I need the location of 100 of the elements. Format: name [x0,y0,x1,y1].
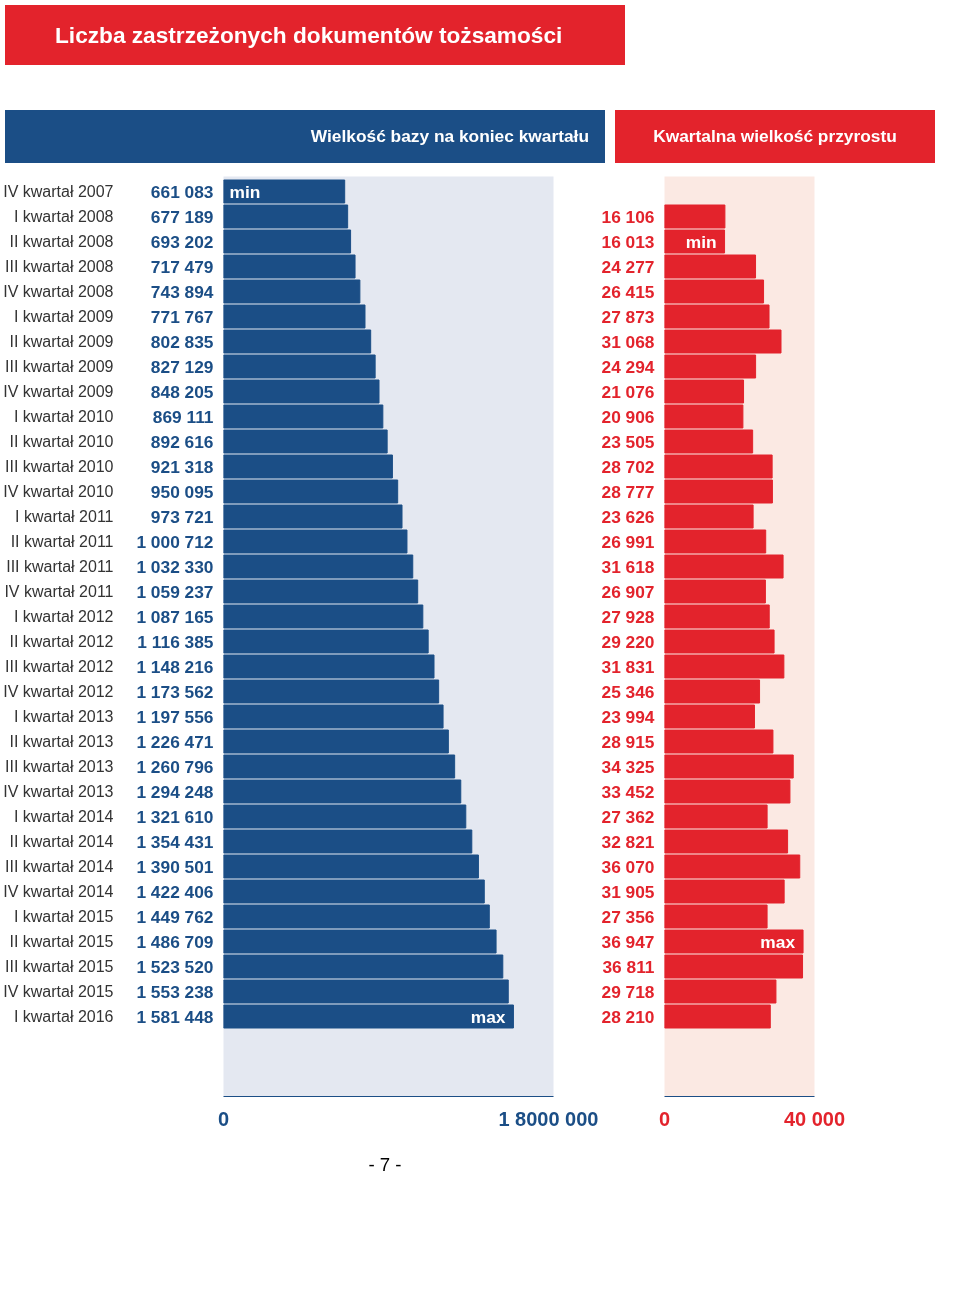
data-label: 1 523 520 [136,956,214,977]
y-tick-label: I kwartał 2013 [13,708,114,726]
text: 40 000 [783,1107,846,1130]
data-label: 1 173 562 [136,681,214,702]
data-label: 1 032 330 [136,556,214,577]
data-label: 1 321 610 [136,806,214,827]
annotation: max [470,1006,506,1027]
y-tick-label: III kwartał 2012 [5,658,114,676]
data-label: 1 294 248 [136,781,214,802]
annotation: min [229,181,261,202]
data-label: 33 452 [601,781,655,802]
data-label: 16 106 [601,206,655,227]
data-label: 1 197 556 [136,706,214,727]
y-tick-label: I kwartał 2010 [13,408,114,426]
data-label: 31 831 [601,656,655,677]
y-tick-label: IV kwartał 2007 [3,183,114,201]
y-tick-label: II kwartał 2014 [9,833,114,851]
y-tick-label: I kwartał 2015 [13,908,114,926]
data-label: 950 095 [150,481,214,502]
text: - 7 - [368,1153,402,1178]
data-label: 28 702 [601,456,655,477]
data-label: 1 486 709 [136,931,214,952]
y-tick-label: III kwartał 2011 [6,558,114,576]
data-label: 26 991 [601,531,655,552]
text: 0 [217,1107,230,1130]
y-tick-label: I kwartał 2014 [13,808,114,826]
y-tick-label: IV kwartał 2008 [3,283,114,301]
data-label: 28 915 [601,731,655,752]
annotation: max [760,931,796,952]
chart-title: Kwartalna wielkość przyrostu [653,125,897,149]
y-tick-label: IV kwartał 2009 [3,383,114,401]
y-tick-label: I kwartał 2011 [15,508,114,526]
data-label: 1 000 712 [136,531,214,552]
data-label: 973 721 [150,506,214,527]
data-label: 1 422 406 [136,881,214,902]
data-label: 34 325 [601,756,655,777]
y-tick-label: IV kwartał 2013 [3,783,114,801]
data-label: 21 076 [601,381,655,402]
data-label: 29 220 [601,631,655,652]
data-label: 677 189 [150,206,214,227]
data-label: 23 626 [601,506,655,527]
text: 1 8000 000 [498,1107,599,1130]
y-tick-label: II kwartał 2009 [9,333,114,351]
data-label: 1 553 238 [136,981,214,1002]
data-label: 27 873 [601,306,655,327]
data-label: 24 277 [601,256,655,277]
y-tick-label: IV kwartał 2014 [3,883,114,901]
y-tick-label: IV kwartał 2011 [4,583,114,601]
data-label: 771 767 [150,306,214,327]
data-label: 31 905 [601,881,655,902]
data-label: 26 907 [601,581,655,602]
y-tick-label: IV kwartał 2010 [3,483,114,501]
data-label: 24 294 [601,356,655,377]
data-label: 32 821 [601,831,655,852]
data-label: 892 616 [150,431,214,452]
y-tick-label: III kwartał 2009 [5,358,114,376]
data-label: 20 906 [601,406,655,427]
y-tick-label: II kwartał 2012 [9,633,114,651]
y-tick-label: IV kwartał 2015 [3,983,114,1001]
data-label: 1 449 762 [136,906,214,927]
y-tick-label: III kwartał 2013 [5,758,114,776]
data-label: 827 129 [150,356,214,377]
data-label: 1 581 448 [136,1006,214,1027]
data-label: 921 318 [150,456,214,477]
data-label: 29 718 [601,981,655,1002]
y-tick-label: III kwartał 2014 [5,858,114,876]
data-label: 869 111 [152,406,214,427]
data-label: 23 505 [601,431,655,452]
text: 0 [658,1107,671,1130]
data-label: 693 202 [150,231,214,252]
y-tick-label: III kwartał 2008 [5,258,114,276]
data-label: 28 777 [601,481,655,502]
data-label: 16 013 [601,231,655,252]
data-label: 27 362 [601,806,655,827]
data-label: 717 479 [150,256,214,277]
y-tick-label: II kwartał 2010 [9,433,114,451]
y-tick-label: III kwartał 2010 [5,458,114,476]
data-label: 36 070 [601,856,655,877]
y-tick-label: I kwartał 2009 [13,308,114,326]
data-label: 1 354 431 [136,831,214,852]
data-label: 1 059 237 [136,581,214,602]
data-label: 31 618 [601,556,655,577]
y-tick-label: IV kwartał 2012 [3,683,114,701]
data-label: 802 835 [150,331,214,352]
y-tick-label: II kwartał 2015 [9,933,114,951]
data-label: 1 260 796 [136,756,214,777]
data-label: 1 226 471 [136,731,214,752]
data-label: 743 894 [150,281,214,302]
data-label: 31 068 [601,331,655,352]
data-label: 36 947 [601,931,655,952]
data-label: 1 087 165 [136,606,214,627]
data-label: 1 148 216 [136,656,214,677]
data-label: 23 994 [601,706,655,727]
data-label: 27 928 [601,606,655,627]
y-tick-label: I kwartał 2012 [13,608,114,626]
data-label: 36 811 [602,956,655,977]
annotation: min [685,231,717,252]
y-tick-label: II kwartał 2008 [9,233,114,251]
data-label: 848 205 [150,381,214,402]
data-label: 25 346 [601,681,655,702]
